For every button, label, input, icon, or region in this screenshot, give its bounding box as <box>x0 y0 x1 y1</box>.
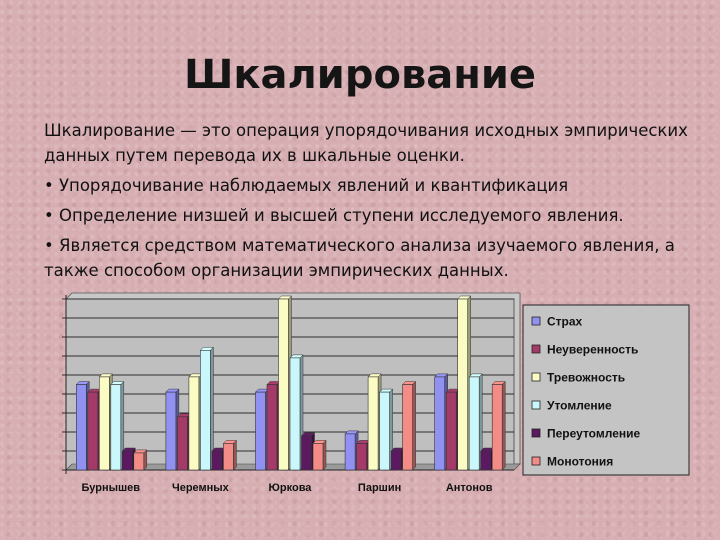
bullet-3: • Является средством математического ана… <box>44 236 675 280</box>
bar <box>177 416 188 471</box>
x-tick-label: Бурнышев <box>82 482 141 494</box>
x-tick-label: Черемных <box>172 482 230 494</box>
bar <box>223 443 234 471</box>
legend-label: Страх <box>547 315 583 329</box>
bar <box>255 391 266 471</box>
bar <box>87 391 99 471</box>
bar <box>434 376 446 471</box>
definition-term: Шкалирование <box>44 121 176 140</box>
bar-side <box>412 380 416 471</box>
bar <box>266 384 278 471</box>
legend-swatch <box>531 344 541 354</box>
legend-label: Неуверенность <box>547 343 638 357</box>
bar <box>468 376 480 471</box>
bar <box>480 450 492 471</box>
bar-side <box>501 380 506 471</box>
bar-side <box>322 439 327 471</box>
plot-area: Бурнышев Черемных Юркова Паршин Антонов <box>62 292 521 494</box>
x-tick-label: Антонов <box>446 482 493 494</box>
bar <box>356 443 367 471</box>
bar <box>344 433 356 471</box>
bar-side <box>143 449 148 471</box>
definition-text: — это операция упорядочивания исходных э… <box>44 121 688 165</box>
bar <box>457 298 469 471</box>
chart-legend: Страх Неуверенность Тревожность Утомление Пе… <box>522 304 690 476</box>
legend-label: Утомление <box>547 399 612 413</box>
bar <box>402 384 413 471</box>
bar <box>367 376 379 471</box>
x-tick-label: Паршин <box>358 482 401 494</box>
bar <box>122 450 133 471</box>
bar <box>289 357 301 471</box>
legend-swatch <box>531 316 541 326</box>
bar <box>312 443 324 471</box>
legend-label: Тревожность <box>547 371 625 385</box>
bar <box>491 384 503 471</box>
definition-paragraph: Шкалирование — это операция упорядочиван… <box>44 118 704 168</box>
legend-swatch <box>531 400 541 410</box>
bar <box>76 384 87 471</box>
slide-title: Шкалирование <box>183 52 537 98</box>
legend-swatch <box>531 372 541 382</box>
bar <box>278 298 289 471</box>
bar <box>188 376 200 471</box>
bar <box>445 391 457 471</box>
bar <box>390 450 402 471</box>
bullet-1: • Упорядочивание наблюдаемых явлений и к… <box>44 176 569 195</box>
bar <box>301 435 312 471</box>
bar <box>211 450 223 471</box>
bar <box>165 391 177 471</box>
bar-side <box>233 439 237 471</box>
bullet-2: • Определение низшей и высшей ступени ис… <box>44 206 624 225</box>
bar <box>110 384 122 471</box>
legend-swatch <box>531 456 541 466</box>
legend-label: Переутомление <box>547 427 640 441</box>
bar <box>133 452 145 471</box>
x-tick-label: Юркова <box>269 482 313 494</box>
bar <box>200 349 211 471</box>
legend-swatch <box>531 428 541 438</box>
legend-box <box>522 304 690 476</box>
legend-label: Монотония <box>547 455 613 469</box>
bar <box>379 391 390 471</box>
bar <box>99 376 110 471</box>
slide-body: Шкалирование — это операция упорядочиван… <box>44 118 704 288</box>
